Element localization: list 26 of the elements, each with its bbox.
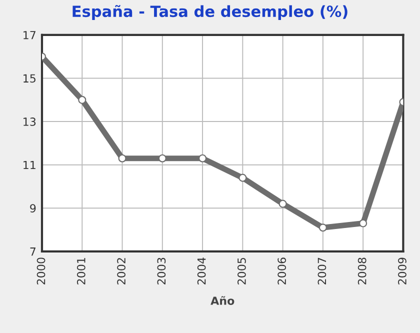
x-tick-label: 2008: [358, 258, 366, 284]
x-tick-label: 2006: [278, 258, 286, 284]
point: [158, 154, 166, 162]
y-tick-label: 11: [24, 160, 36, 170]
y-tick-label: 15: [24, 74, 36, 83]
y-tick-label: 7: [30, 248, 36, 256]
x-tick-label: 2005: [237, 258, 246, 284]
y-tick-label: 17: [24, 31, 36, 40]
x-tick-label: 2009: [398, 258, 406, 284]
point: [359, 219, 368, 228]
point: [118, 154, 126, 162]
x-tick-label: 2004: [197, 258, 206, 284]
x-tick-label: 2000: [36, 258, 46, 284]
point: [198, 154, 207, 162]
y-tick-label: 9: [30, 204, 36, 213]
x-axis-title: Año: [210, 296, 234, 305]
point: [78, 96, 86, 104]
x-tick-label: 2007: [318, 258, 326, 284]
chart-title: España - Tasa de desempleo (%): [72, 4, 348, 20]
x-tick-label: 2001: [76, 258, 86, 284]
point: [318, 224, 327, 232]
point: [238, 174, 247, 182]
y-tick-label: 13: [24, 118, 36, 126]
x-tick-label: 2003: [157, 258, 166, 284]
x-tick-label: 2002: [117, 258, 126, 284]
point: [278, 200, 287, 208]
